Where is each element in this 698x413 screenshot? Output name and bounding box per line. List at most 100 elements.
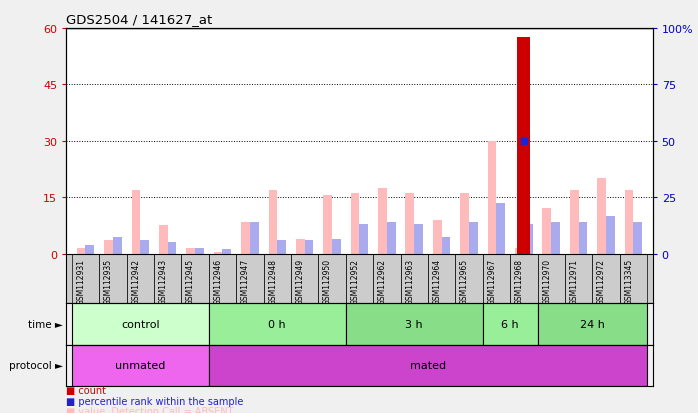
Bar	[104, 241, 113, 254]
Text: GSM112952: GSM112952	[350, 258, 359, 304]
Text: unmated: unmated	[115, 361, 165, 370]
Text: mated: mated	[410, 361, 446, 370]
Bar	[428, 254, 455, 304]
Bar	[126, 254, 154, 304]
Bar	[346, 304, 483, 345]
Bar	[99, 254, 126, 304]
Bar	[542, 209, 551, 254]
Bar	[378, 188, 387, 254]
Text: GDS2504 / 141627_at: GDS2504 / 141627_at	[66, 13, 213, 26]
Bar	[620, 254, 647, 304]
Bar	[401, 254, 428, 304]
Bar	[131, 190, 140, 254]
Bar	[154, 254, 181, 304]
Bar	[214, 252, 223, 254]
Bar	[551, 223, 560, 254]
Bar	[209, 304, 346, 345]
Bar	[72, 254, 99, 304]
Bar	[250, 223, 259, 254]
Text: ■ count: ■ count	[66, 385, 106, 395]
Bar	[350, 194, 359, 254]
Bar	[236, 254, 264, 304]
Bar	[223, 249, 231, 254]
Bar	[209, 254, 236, 304]
Text: GSM112965: GSM112965	[460, 258, 469, 304]
Bar	[323, 196, 332, 254]
Bar	[597, 179, 606, 254]
Text: ■ value, Detection Call = ABSENT: ■ value, Detection Call = ABSENT	[66, 406, 234, 413]
Text: GSM112945: GSM112945	[186, 258, 195, 304]
Bar	[634, 223, 642, 254]
Bar	[488, 141, 496, 254]
Text: GSM112942: GSM112942	[131, 258, 140, 304]
Bar	[537, 304, 647, 345]
Bar	[168, 243, 177, 254]
Bar	[579, 223, 588, 254]
Bar	[570, 190, 579, 254]
Bar	[510, 254, 537, 304]
Bar	[140, 240, 149, 254]
Bar	[269, 190, 277, 254]
Bar	[433, 220, 442, 254]
Bar	[496, 203, 505, 254]
Bar	[565, 254, 593, 304]
Bar	[483, 254, 510, 304]
Text: 24 h: 24 h	[580, 319, 604, 329]
Bar	[291, 254, 318, 304]
Bar	[113, 237, 121, 254]
Bar	[332, 240, 341, 254]
Text: GSM112950: GSM112950	[323, 258, 332, 304]
Bar	[524, 225, 533, 254]
Bar	[387, 223, 396, 254]
Text: GSM112946: GSM112946	[214, 258, 223, 304]
Text: GSM113345: GSM113345	[625, 258, 634, 304]
Bar	[72, 304, 209, 345]
Text: GSM112968: GSM112968	[515, 258, 524, 304]
Text: GSM112962: GSM112962	[378, 258, 387, 304]
Bar	[296, 239, 304, 254]
Bar	[606, 217, 615, 254]
Bar	[455, 254, 483, 304]
Text: 0 h: 0 h	[269, 319, 286, 329]
Bar	[77, 248, 85, 254]
Text: GSM112949: GSM112949	[296, 258, 304, 304]
Bar	[195, 248, 204, 254]
Text: GSM112970: GSM112970	[542, 258, 551, 304]
Bar	[415, 225, 423, 254]
Text: ■ percentile rank within the sample: ■ percentile rank within the sample	[66, 396, 244, 406]
Bar	[277, 240, 286, 254]
Text: control: control	[121, 319, 160, 329]
Bar	[359, 225, 369, 254]
Bar	[483, 304, 537, 345]
Bar	[72, 345, 209, 386]
Text: GSM112963: GSM112963	[406, 258, 415, 304]
Bar	[186, 248, 195, 254]
Bar	[159, 226, 168, 254]
Text: GSM112931: GSM112931	[77, 258, 85, 304]
Text: GSM112971: GSM112971	[570, 258, 579, 304]
Text: GSM112935: GSM112935	[104, 258, 113, 304]
Bar	[515, 248, 524, 254]
Bar	[517, 38, 530, 254]
Text: GSM112947: GSM112947	[241, 258, 250, 304]
Bar	[625, 190, 634, 254]
Text: GSM112948: GSM112948	[268, 258, 277, 304]
Bar	[406, 194, 415, 254]
Bar	[209, 345, 647, 386]
Bar	[318, 254, 346, 304]
Text: GSM112972: GSM112972	[597, 258, 606, 304]
Bar	[241, 222, 250, 254]
Bar	[346, 254, 373, 304]
Text: GSM112967: GSM112967	[487, 258, 496, 304]
Bar	[85, 245, 94, 254]
Bar	[460, 194, 469, 254]
Text: time ►: time ►	[28, 319, 63, 329]
Bar	[537, 254, 565, 304]
Bar	[373, 254, 401, 304]
Text: 6 h: 6 h	[501, 319, 519, 329]
Bar	[442, 237, 450, 254]
Bar	[304, 240, 313, 254]
Text: protocol ►: protocol ►	[9, 361, 63, 370]
Bar	[264, 254, 291, 304]
Text: GSM112943: GSM112943	[158, 258, 168, 304]
